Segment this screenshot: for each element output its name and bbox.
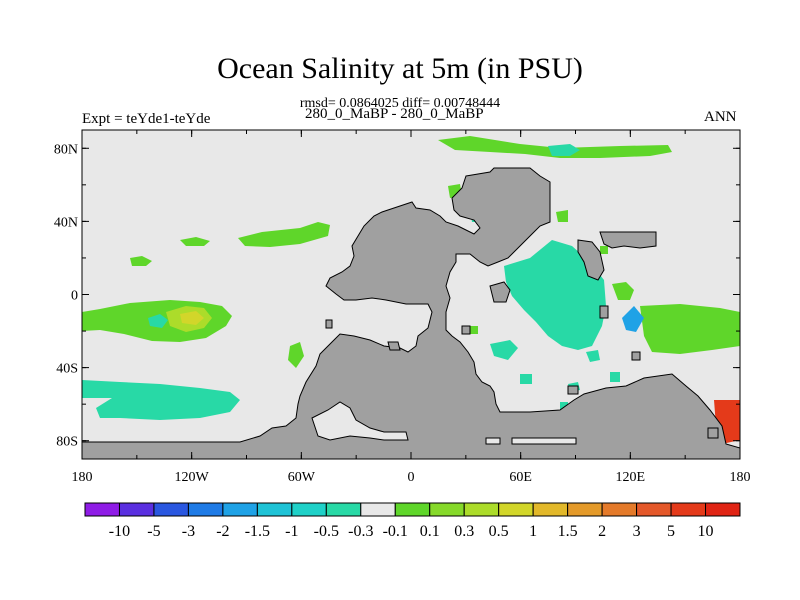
land-gap (511, 437, 577, 445)
longitude-labels: 180 120W 60W 0 60E 120E 180 (72, 470, 751, 485)
colorbar-box (463, 502, 500, 517)
anomaly-region (490, 340, 518, 360)
colorbar-box (394, 502, 431, 517)
land-mass (489, 281, 511, 303)
lat-tick-label: 80N (54, 142, 78, 157)
land-mass (599, 231, 657, 249)
lon-tick-label: 180 (72, 470, 93, 485)
anomaly-region (180, 237, 210, 246)
lon-tick-label: 60W (288, 470, 316, 485)
colorbar-level-label: 10 (698, 523, 714, 540)
land-gap (485, 437, 501, 445)
colorbar-box (567, 502, 603, 517)
colorbar-box (601, 502, 638, 517)
colorbar-box (532, 502, 569, 517)
colorbar-level-label: 2 (598, 523, 606, 540)
land-mass (631, 351, 641, 361)
colorbar-level-label: 5 (667, 523, 675, 540)
latitude-labels: 80N 40N 0 40S 80S (54, 142, 78, 449)
colorbar-box (84, 502, 120, 517)
colorbar-level-label: -10 (109, 523, 130, 540)
colorbar-level-label: -1 (285, 523, 298, 540)
anomaly-region (438, 136, 672, 158)
map-contents (82, 136, 740, 459)
colorbar-box (636, 502, 672, 517)
lat-tick-label: 0 (71, 289, 78, 304)
case-label: 280_0_MaBP - 280_0_MaBP (305, 106, 484, 122)
anomaly-region (130, 256, 152, 266)
land-mass (387, 341, 401, 351)
colorbar-box (325, 502, 362, 517)
land-mass (325, 319, 333, 329)
colorbar-level-label: 0.3 (454, 523, 474, 540)
colorbar-box (187, 502, 224, 517)
colorbar-level-label: -3 (182, 523, 195, 540)
land-mass (461, 325, 471, 335)
colorbar-level-label: -0.3 (348, 523, 373, 540)
land-mass (707, 427, 719, 439)
anomaly-region (622, 306, 644, 332)
colorbar-level-label: 1 (529, 523, 537, 540)
season-label: ANN (704, 109, 737, 125)
colorbar-box (429, 502, 465, 517)
axis-ticks (81, 130, 741, 459)
lat-tick-label: 40S (56, 362, 78, 377)
colorbar-level-label: 0.5 (489, 523, 509, 540)
colorbar-level-label: -5 (147, 523, 160, 540)
land-mass (82, 167, 740, 459)
anomaly-region (504, 240, 606, 350)
colorbar-labels: -10 -5 -3 -2 -1.5 -1 -0.5 -0.3 -0.1 0.1 0.3 0.5 1 1.5… (109, 523, 714, 540)
colorbar-box (670, 502, 707, 517)
anomaly-region (548, 144, 580, 156)
anomaly-region (640, 304, 740, 354)
lat-tick-label: 40N (54, 215, 78, 230)
colorbar-level-label: -0.5 (314, 523, 339, 540)
lon-tick-label: 180 (730, 470, 751, 485)
anomaly-region (600, 246, 608, 254)
land-gaps (311, 401, 577, 445)
colorbar-level-label: -0.1 (383, 523, 408, 540)
anomaly-region (288, 342, 304, 368)
colorbar-box (256, 502, 293, 517)
land-gap (311, 401, 409, 441)
lon-tick-label: 120W (175, 470, 210, 485)
anomaly-region (610, 372, 620, 382)
land-mass (567, 385, 579, 395)
colorbar-level-label: 0.1 (420, 523, 440, 540)
colorbar-level-label: 3 (633, 523, 641, 540)
colorbar-box (153, 502, 189, 517)
anomaly-region (148, 314, 168, 328)
colorbar-level-label: 1.5 (558, 523, 578, 540)
anomaly-region (238, 222, 330, 247)
land-mass (599, 305, 609, 319)
colorbar-box (118, 502, 155, 517)
colorbar-box (291, 502, 327, 517)
anomaly-region (82, 380, 240, 420)
anomaly-region (612, 282, 634, 300)
experiment-label: Expt = teYde1-teYde (82, 111, 211, 127)
plot-subtitle: rmsd= 0.0864025 diff= 0.00748444 (299, 96, 501, 111)
colorbar-box (222, 502, 258, 517)
anomaly-region (586, 350, 600, 362)
colorbar-box (498, 502, 534, 517)
land-masses (82, 167, 740, 459)
colorbar-box (705, 502, 741, 517)
plot-title: Ocean Salinity at 5m (in PSU) (217, 52, 583, 85)
colorbar (84, 502, 741, 517)
colorbar-box (360, 502, 396, 517)
colorbar-level-label: -1.5 (245, 523, 270, 540)
lat-tick-label: 80S (56, 435, 78, 450)
colorbar-level-label: -2 (216, 523, 229, 540)
lon-tick-label: 60E (509, 470, 532, 485)
lon-tick-label: 120E (616, 470, 646, 485)
anomaly-region (556, 210, 568, 222)
land-mass (577, 239, 605, 281)
lon-tick-label: 0 (408, 470, 415, 485)
anomaly-region (520, 374, 532, 384)
anomaly-region (180, 311, 204, 325)
